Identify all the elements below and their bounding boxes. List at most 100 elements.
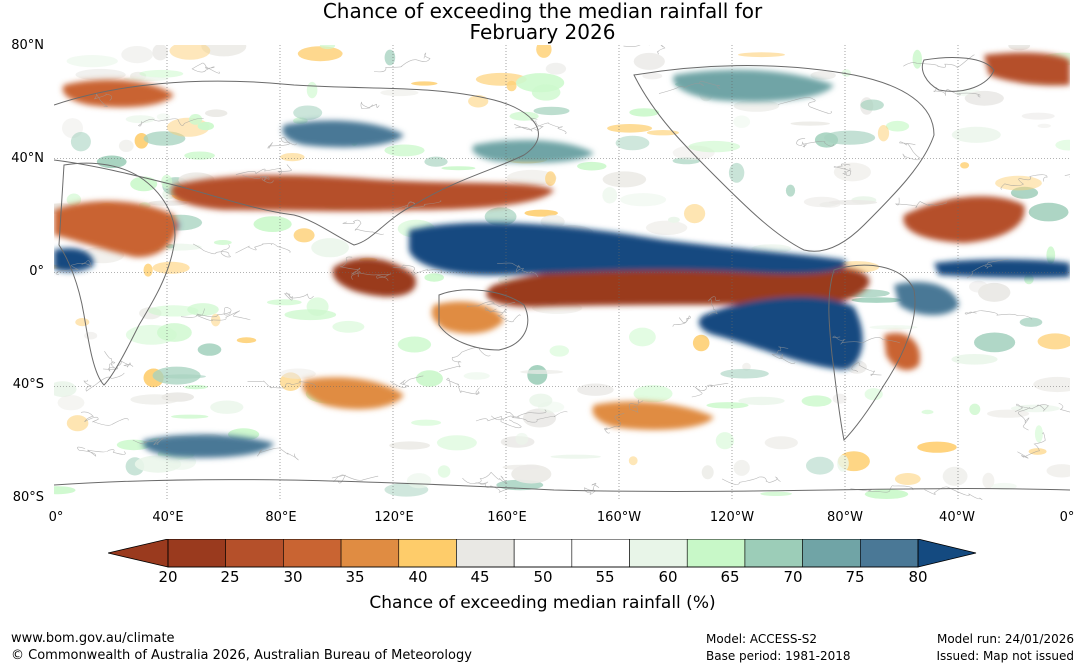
colorbar-cell [167,539,226,568]
noise-blob [824,130,876,145]
noise-blob [380,89,419,97]
contour-line [1017,406,1031,431]
patch-asia-dry [171,175,554,212]
noise-blob [384,49,396,66]
noise-blob [864,388,883,401]
contour-line [475,481,516,493]
patch-southern-wet [142,434,274,458]
noise-blob [463,372,490,380]
noise-blob [66,193,82,206]
colorbar-cell [802,539,861,568]
noise-blob [633,385,673,403]
noise-blob [116,439,151,451]
footer-website[interactable]: www.bom.gov.au/climate [11,631,175,646]
noise-blob [1021,112,1055,120]
contour-line [373,52,431,73]
noise-blob [720,368,769,379]
noise-blob [1028,202,1069,222]
noise-blob [801,395,832,407]
noise-blob [520,369,564,374]
noise-blob [869,325,918,330]
noise-blob [197,343,222,356]
noise-blob [280,153,305,162]
noise-blob [672,157,701,165]
noise-blob [828,199,878,205]
noise-blob [533,106,570,116]
noise-blob [536,45,552,58]
contour-line [393,264,442,276]
contour-line [247,380,316,389]
noise-blob [157,323,192,342]
lon-label-120w: 120°W [709,510,755,525]
footer-issued: Issued: Map not issued [936,649,1074,663]
noise-blob [620,193,667,207]
coast-greenland [921,56,995,92]
noise-blob [293,228,315,243]
noise-blob [524,209,558,217]
cb-tick-55: 55 [595,568,615,586]
coast-australia [438,289,529,351]
colorbar-cell [456,539,515,568]
contour-line [850,485,914,493]
noise-blob [668,216,680,223]
colorbar-frame [167,539,919,568]
contour-line [439,347,491,372]
contour-line [257,447,299,461]
noise-blob [545,62,567,75]
contour-line [832,335,901,345]
colorbar-high-arrow [917,539,977,568]
patch-s-pac-dry [592,401,714,430]
colorbar-cell [744,539,803,568]
lat-label-80n: 80°N [11,38,44,53]
footer-base-period: Base period: 1981-2018 [706,649,851,663]
noise-blob [515,432,529,445]
noise-blob [785,184,796,197]
noise-blob [165,453,197,470]
contour-line [466,301,516,308]
noise-blob [1037,333,1070,350]
noise-blob [253,216,292,233]
contour-line [484,307,521,323]
noise-blob [706,402,749,409]
noise-blob [790,121,830,126]
noise-blob [66,415,89,432]
contour-line [515,117,544,133]
noise-blob [764,436,798,450]
lon-label-80e: 80°E [265,510,297,525]
colorbar-cell [340,539,400,568]
colorbar-cell [513,539,573,568]
noise-blob [951,354,998,365]
noise-blob [130,176,158,192]
noise-blob [942,466,968,486]
contour-line [242,175,274,184]
noise-blob [436,435,477,451]
colorbar-cell [225,539,284,568]
noise-blob [969,403,981,415]
contour-line [331,474,379,484]
noise-blob [728,162,745,183]
contour-line [180,310,251,322]
patch-natlantic-dry [903,196,1025,243]
patch-atlantic-wet [934,259,1070,278]
noise-blob [424,273,445,282]
contour-line [851,362,882,376]
noise-blob [841,69,851,77]
contour-line [235,164,292,175]
noise-blob [549,345,569,357]
noise-blob [123,76,169,82]
noise-blob [733,115,751,128]
patch-europe-dry [62,79,174,108]
cb-tick-70: 70 [783,568,803,586]
contour-line [777,97,832,114]
colorbar-cell [283,539,342,568]
noise-blob [742,362,751,371]
lat-label-eq: 0° [29,264,44,279]
noise-blob [633,52,665,70]
noise-blob [306,297,329,316]
contour-line [721,476,781,485]
noise-blob [733,459,750,476]
contour-line [497,262,539,278]
noise-blob [912,49,922,69]
noise-blob [441,166,476,171]
coast-africa [58,162,176,386]
